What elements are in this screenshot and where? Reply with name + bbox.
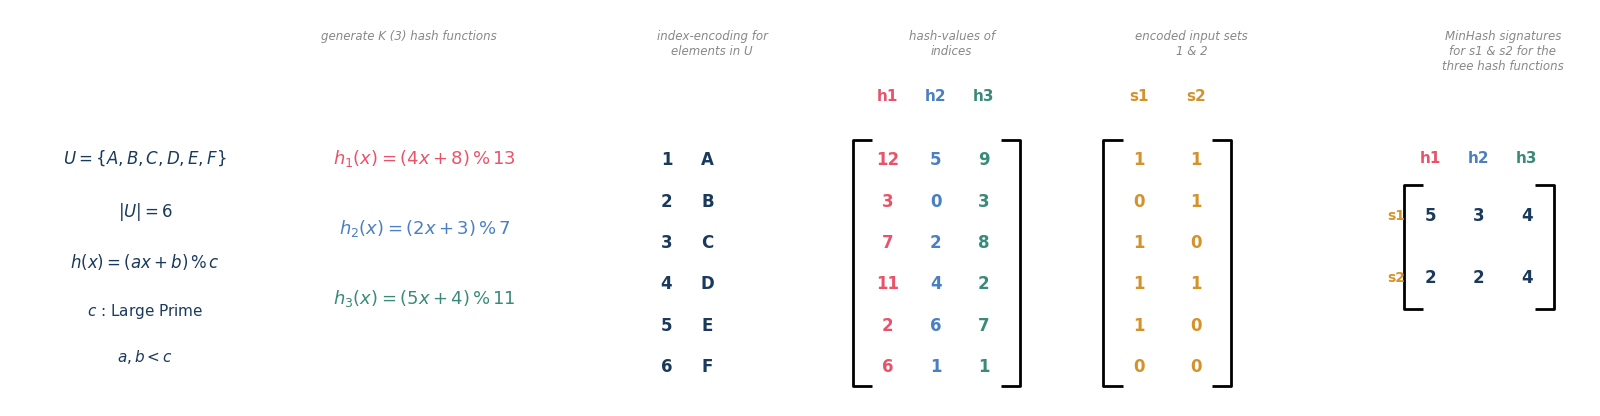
Text: s2: s2 xyxy=(1387,271,1405,285)
Text: 5: 5 xyxy=(1426,207,1437,225)
Text: h3: h3 xyxy=(973,89,995,104)
Text: h2: h2 xyxy=(1469,151,1490,166)
Text: s2: s2 xyxy=(1186,89,1206,104)
Text: 3: 3 xyxy=(978,193,989,211)
Text: 1: 1 xyxy=(930,358,941,376)
Text: 5: 5 xyxy=(930,151,941,169)
Text: 2: 2 xyxy=(1474,269,1485,287)
Text: 7: 7 xyxy=(882,234,894,252)
Text: F: F xyxy=(702,358,714,376)
Text: 4: 4 xyxy=(1522,207,1533,225)
Text: 7: 7 xyxy=(978,317,989,335)
Text: 1: 1 xyxy=(661,151,672,169)
Text: $a, b < c$: $a, b < c$ xyxy=(117,348,173,366)
Text: $h_2(x) = (2x + 3)\,\%\,7$: $h_2(x) = (2x + 3)\,\%\,7$ xyxy=(339,218,510,239)
Text: 0: 0 xyxy=(1133,358,1144,376)
Text: $c$ : Large Prime: $c$ : Large Prime xyxy=(86,302,203,321)
Text: 1: 1 xyxy=(978,358,989,376)
Text: 6: 6 xyxy=(882,358,893,376)
Text: $h(x) = (ax + b)\,\%\,c$: $h(x) = (ax + b)\,\%\,c$ xyxy=(70,252,221,272)
Text: $h_3(x) = (5x + 4)\,\%\,11$: $h_3(x) = (5x + 4)\,\%\,11$ xyxy=(333,288,515,310)
Text: 5: 5 xyxy=(661,317,672,335)
Text: 1: 1 xyxy=(1133,317,1144,335)
Text: $h_1(x) = (4x + 8)\,\%\,13$: $h_1(x) = (4x + 8)\,\%\,13$ xyxy=(333,148,517,169)
Text: 1: 1 xyxy=(1133,151,1144,169)
Text: 2: 2 xyxy=(978,275,989,293)
Text: encoded input sets
1 & 2: encoded input sets 1 & 2 xyxy=(1134,30,1248,58)
Text: 3: 3 xyxy=(1474,207,1485,225)
Text: 2: 2 xyxy=(1426,269,1437,287)
Text: 1: 1 xyxy=(1133,275,1144,293)
Text: 2: 2 xyxy=(882,317,894,335)
Text: 0: 0 xyxy=(1133,193,1144,211)
Text: h3: h3 xyxy=(1515,151,1538,166)
Text: hash-values of
indices: hash-values of indices xyxy=(909,30,995,58)
Text: 3: 3 xyxy=(882,193,894,211)
Text: C: C xyxy=(701,234,714,252)
Text: $U = \{A, B, C, D, E, F\}$: $U = \{A, B, C, D, E, F\}$ xyxy=(64,149,227,168)
Text: 2: 2 xyxy=(661,193,672,211)
Text: 0: 0 xyxy=(1190,358,1202,376)
Text: 8: 8 xyxy=(978,234,989,252)
Text: 1: 1 xyxy=(1190,151,1202,169)
Text: 4: 4 xyxy=(930,275,941,293)
Text: 2: 2 xyxy=(930,234,941,252)
Text: h2: h2 xyxy=(925,89,947,104)
Text: 6: 6 xyxy=(930,317,941,335)
Text: 11: 11 xyxy=(877,275,899,293)
Text: 9: 9 xyxy=(978,151,989,169)
Text: h1: h1 xyxy=(1421,151,1442,166)
Text: s1: s1 xyxy=(1387,209,1405,223)
Text: A: A xyxy=(701,151,714,169)
Text: $|U| = 6$: $|U| = 6$ xyxy=(117,201,173,223)
Text: 12: 12 xyxy=(877,151,899,169)
Text: MinHash signatures
for s1 & s2 for the
three hash functions: MinHash signatures for s1 & s2 for the t… xyxy=(1442,30,1563,73)
Text: h1: h1 xyxy=(877,89,899,104)
Text: s1: s1 xyxy=(1130,89,1149,104)
Text: generate K (3) hash functions: generate K (3) hash functions xyxy=(322,30,496,43)
Text: 6: 6 xyxy=(661,358,672,376)
Text: 0: 0 xyxy=(1190,234,1202,252)
Text: B: B xyxy=(701,193,714,211)
Text: 1: 1 xyxy=(1190,275,1202,293)
Text: 4: 4 xyxy=(1522,269,1533,287)
Text: index-encoding for
elements in U: index-encoding for elements in U xyxy=(656,30,768,58)
Text: 4: 4 xyxy=(661,275,672,293)
Text: 0: 0 xyxy=(930,193,941,211)
Text: 1: 1 xyxy=(1133,234,1144,252)
Text: 3: 3 xyxy=(661,234,672,252)
Text: 0: 0 xyxy=(1190,317,1202,335)
Text: D: D xyxy=(701,275,714,293)
Text: 1: 1 xyxy=(1190,193,1202,211)
Text: E: E xyxy=(702,317,714,335)
